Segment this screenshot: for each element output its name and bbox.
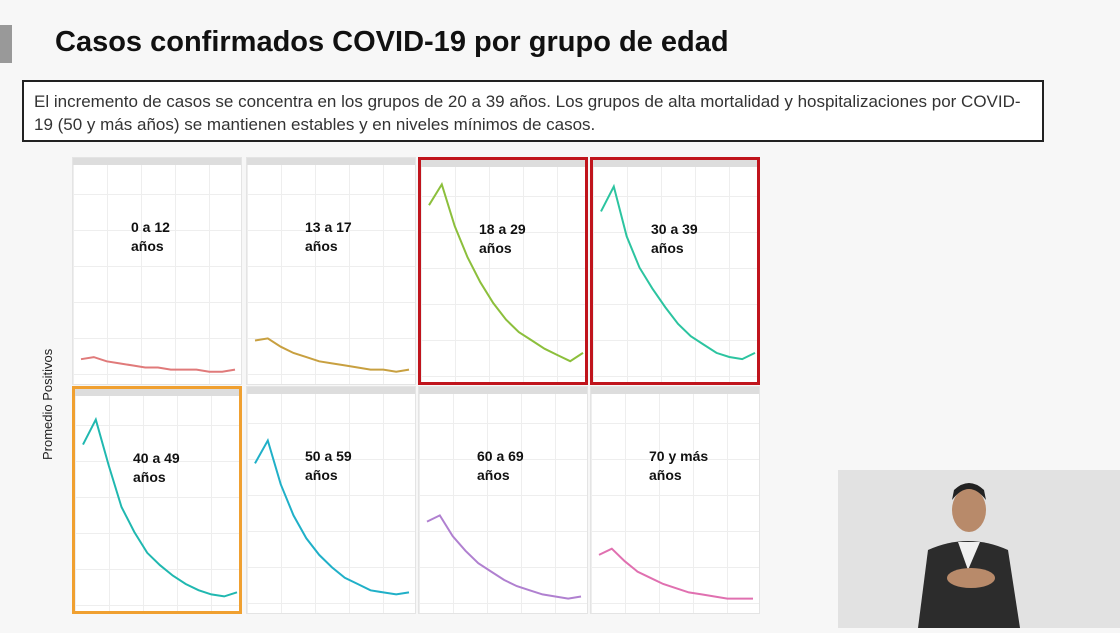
panel-strip <box>247 158 415 165</box>
y-axis-label: Promedio Positivos <box>40 348 55 460</box>
panel-label: 18 a 29 años <box>479 221 526 256</box>
panel-plot <box>600 183 756 361</box>
panel-label: 70 y más años <box>649 448 709 483</box>
series-line <box>598 547 753 600</box>
panel-label: 50 a 59 años <box>305 448 352 483</box>
panel: 18 a 29 años <box>418 157 588 385</box>
accent-bar <box>0 25 12 63</box>
series-line <box>82 416 238 598</box>
panel: 70 y más años <box>590 386 760 614</box>
interpreter-video <box>838 470 1120 628</box>
series-line <box>600 183 756 361</box>
panel-plot <box>254 437 410 596</box>
description: El incremento de casos se concentra en l… <box>22 80 1044 142</box>
panel-plot <box>428 181 584 363</box>
panel: 60 a 69 años <box>418 386 588 614</box>
series-line <box>426 514 582 600</box>
panel-strip <box>75 389 239 396</box>
panel-label: 0 a 12 años <box>131 219 170 254</box>
title: Casos confirmados COVID-19 por grupo de … <box>55 26 729 58</box>
panel-label: 40 a 49 años <box>133 450 180 485</box>
panel-label: 30 a 39 años <box>651 221 698 256</box>
panel-label: 13 a 17 años <box>305 219 352 254</box>
panel-strip <box>73 158 241 165</box>
panel-plot <box>254 337 410 373</box>
panel-strip <box>247 387 415 394</box>
panel-plot <box>80 356 236 373</box>
series-line <box>428 181 584 363</box>
panel-plot <box>426 514 582 600</box>
panel-strip <box>593 160 757 167</box>
panel: 13 a 17 años <box>246 157 416 385</box>
panel-label: 60 a 69 años <box>477 448 524 483</box>
panel: 50 a 59 años <box>246 386 416 614</box>
panel-strip <box>419 387 587 394</box>
panel-strip <box>591 387 759 394</box>
series-line <box>254 437 410 596</box>
interpreter-figure <box>918 483 1020 628</box>
panel: 40 a 49 años <box>72 386 242 614</box>
panel-plot <box>598 547 753 600</box>
series-line <box>80 356 236 373</box>
panel-plot <box>82 416 238 598</box>
panel: 30 a 39 años <box>590 157 760 385</box>
panel-strip <box>421 160 585 167</box>
series-line <box>254 337 410 373</box>
panel: 0 a 12 años <box>72 157 242 385</box>
